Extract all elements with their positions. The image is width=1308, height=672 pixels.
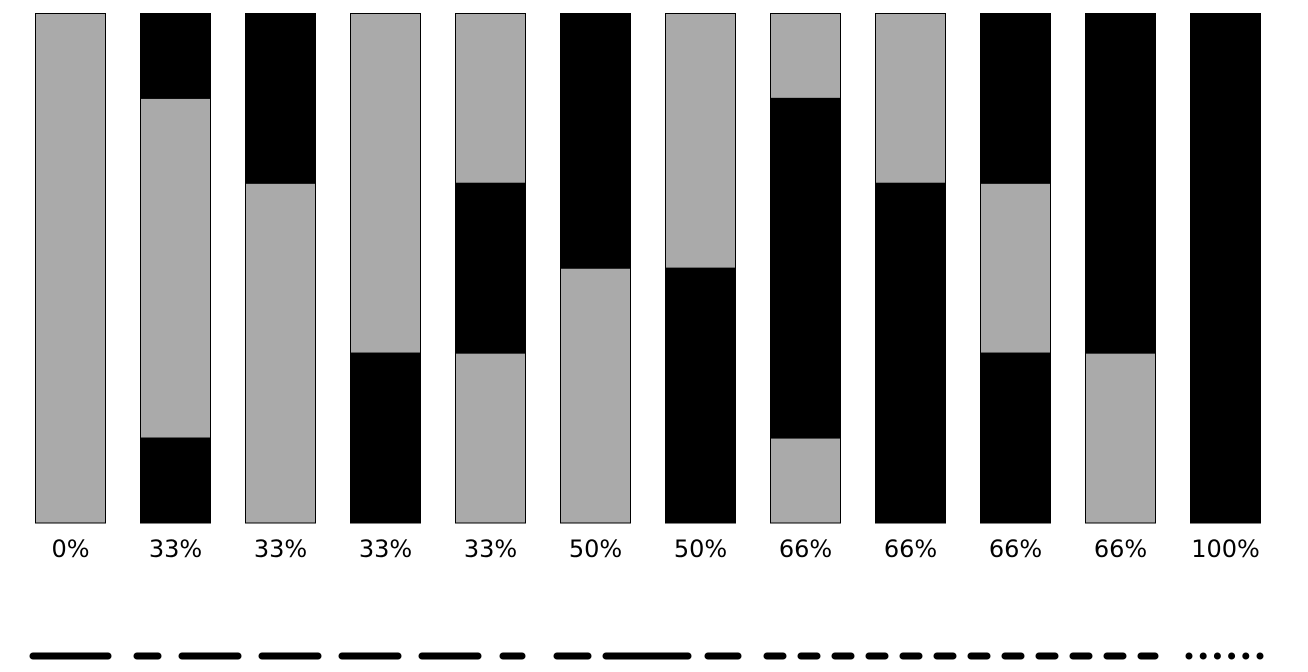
bar-label: 33% bbox=[359, 535, 412, 563]
bar-label: 100% bbox=[1191, 535, 1260, 563]
bar-label: 0% bbox=[51, 535, 89, 563]
bar-label: 50% bbox=[569, 535, 622, 563]
bar-segment bbox=[770, 13, 841, 99]
bar-segment bbox=[980, 13, 1051, 184]
bar-segment bbox=[455, 13, 526, 184]
bar-segment bbox=[140, 437, 211, 524]
bar-segment bbox=[455, 182, 526, 354]
bar-segment bbox=[140, 97, 211, 439]
bar-segment bbox=[1190, 13, 1261, 524]
bar-segment bbox=[665, 267, 736, 524]
bar-segment bbox=[1085, 352, 1156, 524]
bar-segment bbox=[980, 182, 1051, 354]
bar-segment bbox=[560, 267, 631, 524]
bar-label: 66% bbox=[884, 535, 937, 563]
bar-segment bbox=[35, 13, 106, 524]
bar-segment bbox=[245, 182, 316, 524]
bar-segment bbox=[980, 352, 1051, 524]
bar-segment bbox=[140, 13, 211, 99]
bar-segment bbox=[665, 13, 736, 269]
bar-label: 33% bbox=[149, 535, 202, 563]
bar-segment bbox=[875, 13, 946, 184]
bar-label: 66% bbox=[779, 535, 832, 563]
bar-segment bbox=[350, 352, 421, 524]
bar-segment bbox=[455, 352, 526, 524]
bar-segment bbox=[560, 13, 631, 269]
bar-segment bbox=[770, 97, 841, 439]
bar-label: 50% bbox=[674, 535, 727, 563]
bar-segment bbox=[350, 13, 421, 354]
bar-segment bbox=[770, 437, 841, 524]
bar-label: 66% bbox=[989, 535, 1042, 563]
bar-label: 33% bbox=[254, 535, 307, 563]
bar-segment bbox=[245, 13, 316, 184]
bar-label: 33% bbox=[464, 535, 517, 563]
bar-label: 66% bbox=[1094, 535, 1147, 563]
bar-segment bbox=[875, 182, 946, 524]
bar-segment bbox=[1085, 13, 1156, 354]
